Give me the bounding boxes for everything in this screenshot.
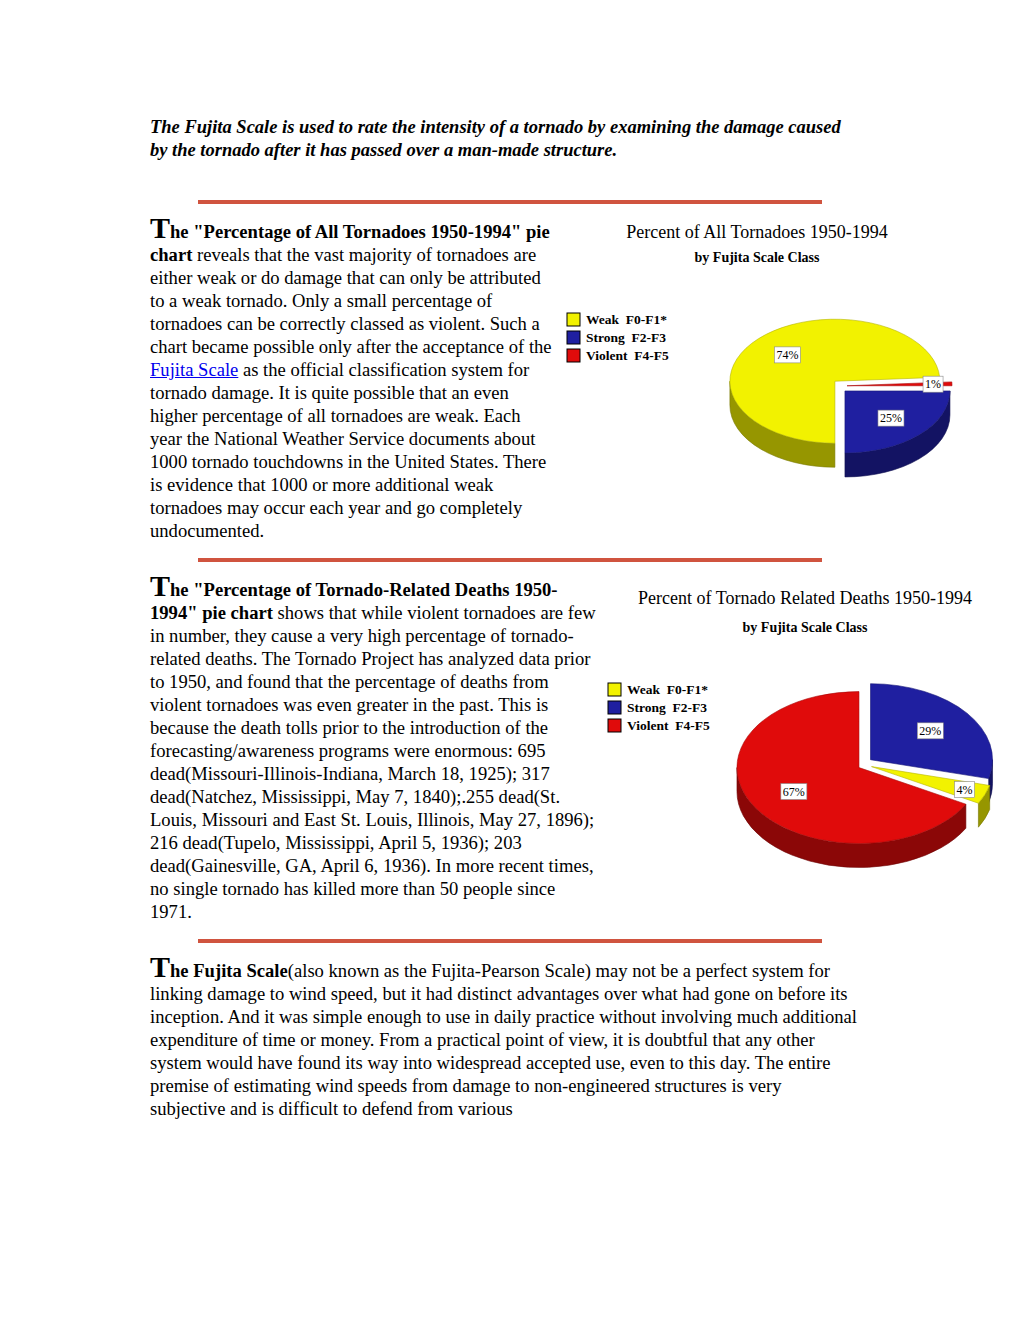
data-label: 67% — [781, 784, 807, 800]
legend: Weak F0-F1* Strong F2-F3 Violent F4-F5 — [608, 682, 710, 733]
chart-subtitle: by Fujita Scale Class — [695, 250, 820, 265]
intro: The Fujita Scale is used to rate the int… — [150, 116, 860, 162]
legend-swatch — [567, 331, 580, 344]
legend-label: Weak F0-F1* — [627, 682, 708, 697]
data-label-bg — [774, 347, 800, 363]
legend-label: Strong F2-F3 — [586, 330, 666, 345]
slices — [737, 684, 993, 868]
data-label: 74% — [774, 347, 800, 363]
slice-side — [845, 391, 950, 477]
data-label-bg — [917, 723, 943, 739]
chart-title: Percent of Tornado Related Deaths 1950-1… — [638, 588, 972, 608]
paragraph: The Fujita Scale(also known as the Fujit… — [150, 955, 860, 1120]
text: shows that while violent tornadoes are f… — [150, 602, 596, 922]
legend-label: Violent F4-F5 — [627, 718, 710, 733]
slice — [737, 692, 966, 868]
legend-swatch — [608, 701, 621, 714]
page: The Fujita Scale is used to rate the int… — [150, 0, 860, 1120]
data-label-text: 4% — [957, 783, 973, 797]
legend-label: Violent F4-F5 — [586, 348, 669, 363]
slice-top — [871, 684, 993, 779]
section: The Fujita Scale(also known as the Fujit… — [150, 955, 860, 1120]
pie-chart: Percent of All Tornadoes 1950-1994 by Fuj… — [555, 216, 955, 506]
data-label: 1% — [923, 376, 943, 392]
legend-swatch — [608, 683, 621, 696]
slice-top — [737, 692, 966, 844]
legend-swatch — [608, 719, 621, 732]
data-label-text: 25% — [880, 411, 902, 425]
data-label-text: 1% — [925, 377, 941, 391]
link[interactable]: Fujita Scale — [150, 359, 238, 380]
rule — [198, 939, 822, 943]
rule — [198, 200, 822, 204]
pie-chart: Percent of Tornado Related Deaths 1950-1… — [600, 574, 1005, 879]
data-label: 29% — [917, 723, 943, 739]
data-label-bg — [923, 376, 943, 392]
chart-subtitle: by Fujita Scale Class — [743, 620, 868, 635]
section: Percent of Tornado Related Deaths 1950-1… — [150, 574, 860, 923]
legend: Weak F0-F1* Strong F2-F3 Violent F4-F5 — [567, 312, 669, 363]
data-label: 4% — [955, 782, 975, 798]
chart: Percent of All Tornadoes 1950-1994 by Fuj… — [555, 216, 955, 506]
chart: Percent of Tornado Related Deaths 1950-1… — [600, 574, 1005, 879]
data-label-bg — [878, 410, 904, 426]
slice-top — [845, 391, 950, 453]
rule — [198, 558, 822, 562]
legend-label: Weak F0-F1* — [586, 312, 667, 327]
data-label-text: 67% — [783, 785, 805, 799]
chart-title: Percent of All Tornadoes 1950-1994 — [626, 222, 887, 242]
legend-label: Strong F2-F3 — [627, 700, 707, 715]
slices — [730, 319, 952, 477]
text: reveals that the vast majority of tornad… — [150, 244, 552, 357]
slice — [845, 391, 950, 477]
data-label-text: 74% — [776, 348, 798, 362]
text: as the official classification system fo… — [150, 359, 546, 541]
text: (also known as the Fujita-Pearson Scale)… — [150, 960, 857, 1119]
data-label-text: 29% — [919, 724, 941, 738]
data-label-bg — [955, 782, 975, 798]
bold-text: The Fujita Scale — [150, 960, 288, 981]
data-label-bg — [781, 784, 807, 800]
section: Percent of All Tornadoes 1950-1994by Fuj… — [150, 216, 860, 542]
legend-swatch — [567, 349, 580, 362]
data-label: 25% — [878, 410, 904, 426]
legend-swatch — [567, 313, 580, 326]
